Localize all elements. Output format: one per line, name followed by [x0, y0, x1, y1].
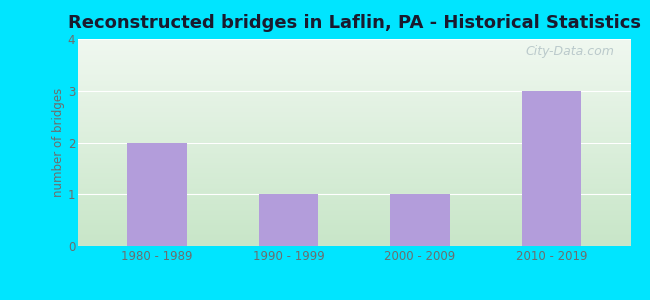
Title: Reconstructed bridges in Laflin, PA - Historical Statistics: Reconstructed bridges in Laflin, PA - Hi…	[68, 14, 641, 32]
Bar	[522, 91, 581, 246]
Bar	[391, 194, 450, 246]
Bar	[259, 194, 318, 246]
Bar	[127, 142, 187, 246]
Text: City-Data.com: City-Data.com	[525, 45, 614, 58]
Y-axis label: number of bridges: number of bridges	[52, 88, 65, 197]
